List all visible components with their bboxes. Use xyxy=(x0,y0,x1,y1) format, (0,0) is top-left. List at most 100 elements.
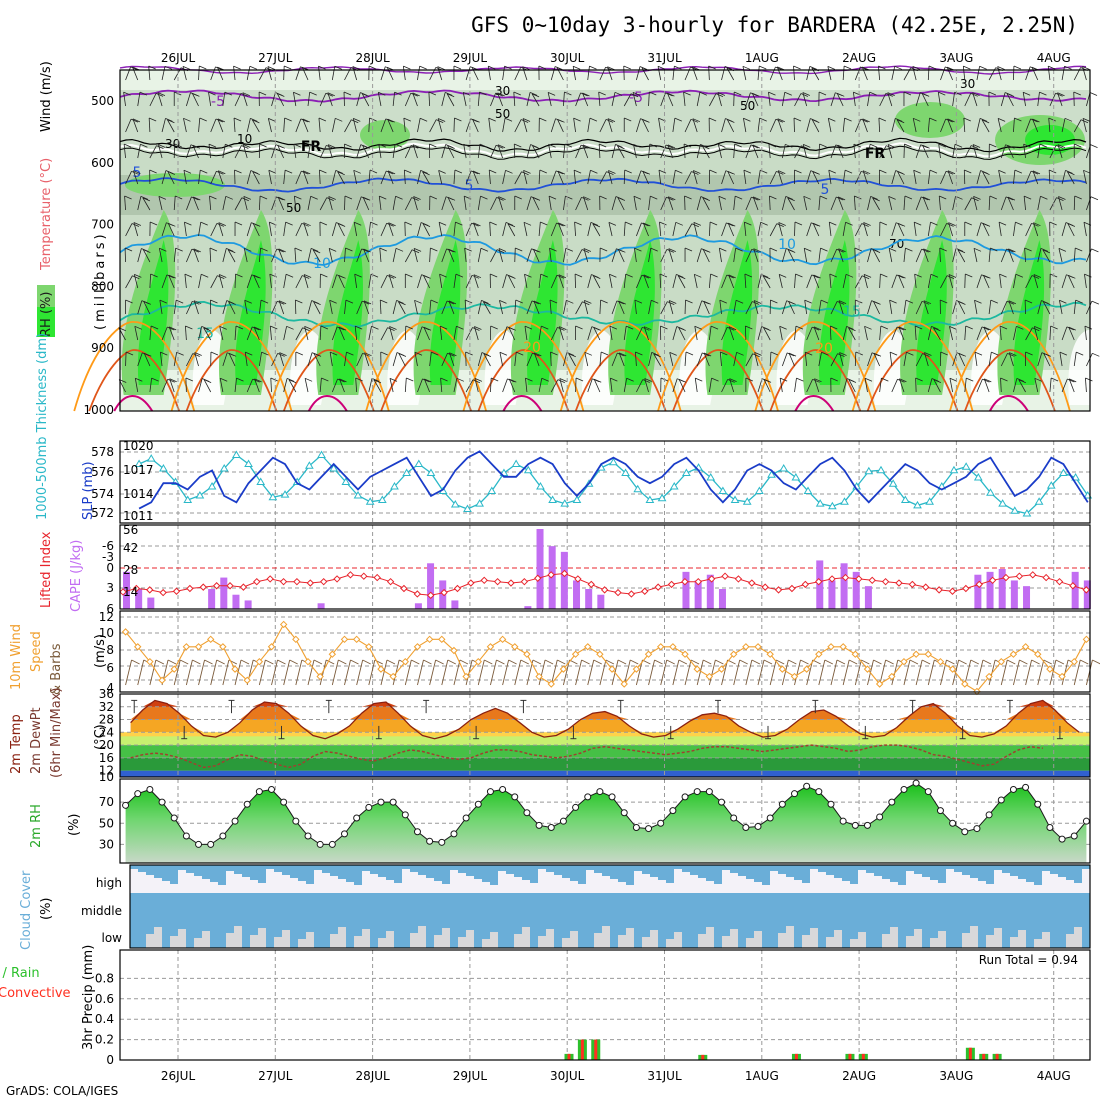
wind-barb xyxy=(502,170,506,185)
wind-barb xyxy=(490,377,492,393)
thickness-point xyxy=(207,482,217,490)
cloud-mid-bar xyxy=(146,893,154,921)
wind-barb-flag xyxy=(277,353,285,357)
cloud-low-bar xyxy=(922,921,930,948)
wind-barb xyxy=(717,92,722,107)
rh2m-point xyxy=(851,821,859,829)
cloud-low-bar xyxy=(1026,921,1034,948)
wind-barb-flag xyxy=(778,222,786,226)
wind-barb xyxy=(132,66,139,81)
wind-barb-flag xyxy=(430,247,438,252)
cloud-high-bar xyxy=(962,865,970,875)
wind-barb xyxy=(186,353,194,367)
wind-barb-flag xyxy=(736,351,744,356)
wind-barb xyxy=(1049,325,1052,341)
wind-barb-flag xyxy=(678,378,687,383)
thickness-tick: 578 xyxy=(91,445,114,459)
wind-barb xyxy=(497,144,503,159)
wind10-barb-flag xyxy=(544,659,554,665)
wind-barb xyxy=(448,300,455,315)
wind-barb-flag xyxy=(456,325,464,330)
cloud-high-bar xyxy=(146,865,154,875)
rh2m-point xyxy=(474,800,482,808)
cloud-low-bar xyxy=(898,921,906,948)
wind-barb-flag xyxy=(787,197,795,202)
wind-barb-flag xyxy=(520,119,529,123)
cloud-mid-bar xyxy=(466,893,474,921)
cloud-low-bar xyxy=(394,921,402,948)
wind-barb-flag xyxy=(313,249,321,254)
cloud-low-gap xyxy=(434,935,442,948)
wind-barb-flag xyxy=(387,118,395,123)
wind-barb-flag xyxy=(483,353,492,358)
wind-barb-flag xyxy=(939,247,947,252)
wind-barb xyxy=(982,223,990,237)
wind-barb xyxy=(636,170,642,185)
wind-barb-flag xyxy=(267,66,276,70)
wind-barb-flag xyxy=(888,144,896,148)
rh2m-point xyxy=(681,793,689,801)
wind-barb-flag xyxy=(854,195,862,200)
cloud-mid-bar xyxy=(754,893,762,921)
rh2m-point xyxy=(803,782,811,790)
wind-barb xyxy=(465,327,473,341)
cloud-low-bar xyxy=(266,921,274,948)
wind10-tick: 8 xyxy=(106,643,114,657)
cloud-low-bar xyxy=(722,921,730,948)
wind-barb xyxy=(252,171,260,185)
lifted-index-point xyxy=(226,582,234,590)
wind-barb-flag xyxy=(379,247,387,252)
cloud-low-bar xyxy=(506,921,514,948)
wind-barb xyxy=(125,223,133,237)
wind10-barb xyxy=(879,659,887,686)
wind-barb xyxy=(718,248,722,263)
wind-barb xyxy=(388,274,394,289)
wind-barb xyxy=(915,196,922,211)
wind-barb xyxy=(721,66,726,81)
wind-barb-flag xyxy=(728,222,736,227)
wind-barb-flag xyxy=(436,119,444,124)
wind-barb-flag xyxy=(692,118,701,123)
wind10-point xyxy=(1034,650,1042,658)
wind-barb xyxy=(806,222,812,237)
cloud-low-bar xyxy=(354,921,362,948)
wind-barb-flag xyxy=(873,352,882,357)
wind-barb-flag xyxy=(728,274,736,279)
wind-barb-flag xyxy=(1015,221,1023,226)
wind-barb xyxy=(842,118,846,133)
wind-barb-flag xyxy=(354,221,362,226)
wind-barb-flag xyxy=(786,352,795,357)
rh-dry-pocket xyxy=(1068,330,1100,405)
thickness-point xyxy=(888,479,898,487)
lifted-index-point xyxy=(386,577,395,586)
cloud-high-bar xyxy=(346,865,354,882)
wind-barb-flag xyxy=(898,326,907,331)
cloud-low-gap xyxy=(1010,937,1018,948)
wind-barb xyxy=(913,222,917,237)
thickness-point xyxy=(840,497,849,505)
wind-barb-flag xyxy=(836,301,845,305)
wind-barb xyxy=(587,274,592,289)
wind-barb-flag xyxy=(914,273,922,278)
wind-barb xyxy=(465,222,472,237)
thickness-point xyxy=(183,495,193,503)
wind-barb xyxy=(787,249,795,263)
cloud-mid-bar xyxy=(394,893,402,921)
wind-barb-flag xyxy=(276,248,284,253)
cloud-mid-bar xyxy=(306,893,314,921)
wind-barb xyxy=(283,170,286,185)
wind-barb xyxy=(404,197,413,211)
wind-barb xyxy=(246,378,254,393)
wind-barb xyxy=(1022,92,1026,107)
wind-barb xyxy=(592,275,601,289)
wind-barb-flag xyxy=(610,377,618,382)
cape-bar xyxy=(208,589,216,609)
wind-barb xyxy=(998,170,1002,185)
wind-barb xyxy=(794,378,797,393)
wind-barb-flag xyxy=(259,195,268,200)
wind-barb xyxy=(873,301,881,315)
wind-barb xyxy=(198,378,203,393)
wind-barb-flag xyxy=(343,91,352,96)
wind-barb-flag xyxy=(473,222,481,227)
wind-barb xyxy=(514,171,522,185)
